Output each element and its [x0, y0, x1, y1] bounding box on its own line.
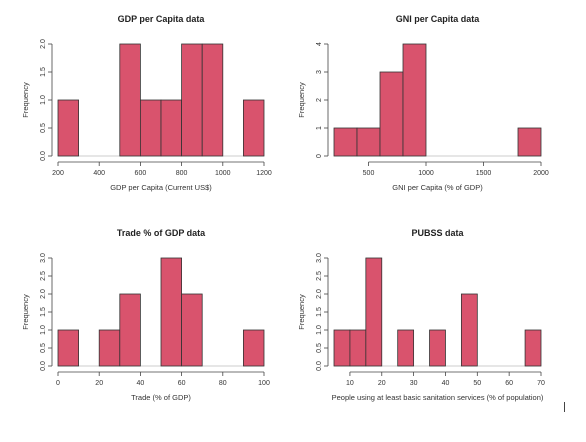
y-tick-label: 1.0 [40, 325, 47, 335]
histogram-bar [201, 43, 224, 157]
x-tick-label: 40 [442, 380, 450, 387]
histogram-bar [160, 99, 183, 157]
chart-panel-2: GNI per Capita data 500 1000 1500 2000 GNI pe… [297, 14, 549, 192]
histogram-bar [181, 43, 203, 157]
y-tick-label: 0.0 [40, 151, 47, 161]
y-tick-label: 1.5 [316, 307, 323, 317]
y-tick-label: 3.0 [40, 253, 47, 263]
histogram-bar [333, 329, 351, 367]
x-tick-label: 10 [346, 380, 354, 387]
chart-title: GNI per Capita data [396, 14, 481, 24]
histogram-bar [333, 127, 358, 157]
x-tick-label: 20 [378, 380, 386, 387]
histogram-bar [402, 43, 427, 157]
y-axis-label: Frequency [297, 294, 306, 330]
y-tick-label: 0.0 [316, 361, 323, 371]
y-axis-label: Frequency [21, 294, 30, 330]
x-tick-label: 200 [52, 170, 64, 177]
y-tick-label: 1.5 [40, 67, 47, 77]
x-tick-label: 800 [176, 170, 188, 177]
histogram-bar [119, 43, 141, 157]
histogram-bar [517, 127, 542, 157]
histogram-bar [460, 293, 478, 367]
chart-title: Trade % of GDP data [117, 228, 206, 238]
histogram-bar [524, 329, 542, 367]
y-tick-label: 2.5 [40, 271, 47, 281]
x-tick-label: 1500 [476, 170, 492, 177]
y-tick-label: 0 [316, 154, 323, 158]
y-tick-label: 1.0 [40, 95, 47, 105]
x-tick-label: 1200 [256, 170, 272, 177]
y-tick-label: 2.0 [316, 289, 323, 299]
x-tick-label: 60 [178, 380, 186, 387]
histogram-bar [57, 329, 80, 367]
y-axis-label: Frequency [21, 82, 30, 118]
x-tick-label: 40 [137, 380, 145, 387]
chart-panel-4: PUBSS data 10 20 30 40 50 60 70 People using at … [297, 228, 545, 402]
x-tick-label: 500 [363, 170, 375, 177]
x-tick-label: 60 [505, 380, 513, 387]
chart-panel-3: Trade % of GDP data 0 20 40 60 80 100 Trade (% … [21, 228, 270, 402]
x-tick-label: 2000 [533, 170, 549, 177]
y-axis-label: Frequency [297, 82, 306, 118]
histogram-bar [349, 329, 367, 367]
x-tick-label: 0 [56, 380, 60, 387]
y-tick-label: 0.5 [316, 343, 323, 353]
x-tick-label: 600 [135, 170, 147, 177]
y-tick-label: 3 [316, 70, 323, 74]
text-cursor [564, 402, 565, 412]
y-tick-label: 0.5 [40, 123, 47, 133]
x-tick-label: 70 [537, 380, 545, 387]
histogram-bar [139, 99, 162, 157]
x-axis-label: GNI per Capita (% of GDP) [392, 183, 483, 192]
histogram-bar [181, 293, 203, 367]
x-tick-label: 50 [473, 380, 481, 387]
x-axis-label: People using at least basic sanitation s… [332, 393, 544, 402]
y-tick-label: 2 [316, 98, 323, 102]
histogram-bar [98, 329, 121, 367]
y-tick-label: 2.0 [40, 289, 47, 299]
histogram-bar [356, 127, 381, 157]
chart-title: PUBSS data [411, 228, 464, 238]
y-tick-label: 2.5 [316, 271, 323, 281]
histogram-bar [242, 99, 265, 157]
y-tick-label: 3.0 [316, 253, 323, 263]
x-axis-label: Trade (% of GDP) [131, 393, 191, 402]
x-tick-label: 100 [258, 380, 270, 387]
histogram-bar [57, 99, 80, 157]
y-tick-label: 2.0 [40, 39, 47, 49]
histogram-bar [379, 71, 404, 157]
x-tick-label: 1000 [418, 170, 434, 177]
y-tick-label: 1.0 [316, 325, 323, 335]
y-tick-label: 1 [316, 126, 323, 130]
histogram-bar [119, 293, 141, 367]
x-tick-label: 400 [93, 170, 105, 177]
x-tick-label: 1000 [215, 170, 231, 177]
histogram-bar [429, 329, 446, 367]
y-tick-label: 4 [316, 42, 323, 46]
x-tick-label: 30 [410, 380, 418, 387]
histogram-bar [397, 329, 415, 367]
histogram-bar [242, 329, 265, 367]
chart-title: GDP per Capita data [118, 14, 206, 24]
chart-panel-1: GDP per Capita data 200 400 600 800 1000 1200 G… [21, 14, 272, 192]
histogram-bar [365, 257, 383, 367]
x-tick-label: 80 [219, 380, 227, 387]
x-tick-label: 20 [95, 380, 103, 387]
x-axis-label: GDP per Capita (Current US$) [110, 183, 212, 192]
y-tick-label: 1.5 [40, 307, 47, 317]
y-tick-label: 0.5 [40, 343, 47, 353]
y-tick-label: 0.0 [40, 361, 47, 371]
histogram-bar [160, 257, 183, 367]
